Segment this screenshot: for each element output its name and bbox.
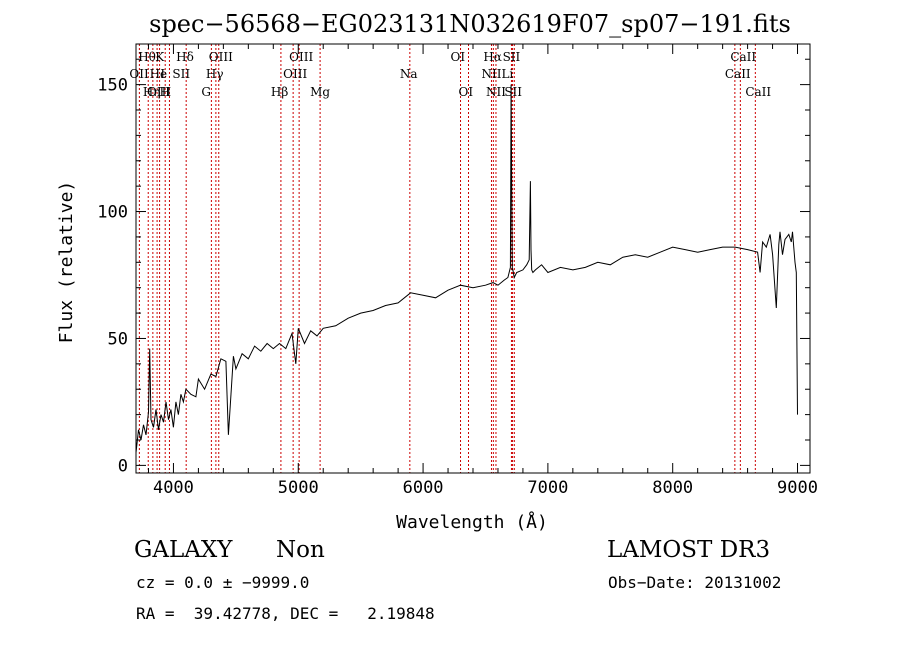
spectral-line-label: OI [451,50,466,64]
x-axis-label: Wavelength (Å) [396,511,548,533]
spectral-line-label: Hδ [176,50,194,64]
spectral-line-label: NII [486,85,506,99]
spectral-line-label: Hη [143,85,161,99]
spectral-line-label: OIII [209,50,233,64]
spectral-line-label: CaII [725,67,751,81]
spectral-line-markers [138,44,756,473]
x-tick-label: 5000 [278,478,319,498]
x-tick-label: 7000 [527,478,568,498]
y-tick-label: 150 [97,76,128,96]
spectral-line-label: Hα [483,50,502,64]
y-tick-label: 100 [97,203,128,223]
spectral-line-label: SII [504,85,522,99]
spectral-line-label: Na [400,67,418,81]
chart-title: spec−56568−EG023131N032619F07_sp07−191.f… [149,10,791,38]
object-class: GALAXY [134,537,233,563]
spectral-line-label: SII [172,67,190,81]
y-axis-label: Flux (relative) [56,181,77,344]
y-tick-label: 0 [118,456,128,476]
axis-ticks: 4000 5000 6000 7000 8000 9000 0 50 100 150 [97,44,818,498]
spectral-line-label: OII [129,67,149,81]
spectral-line-label: Hβ [271,85,288,99]
spectral-line-label: OIII [283,67,307,81]
x-tick-label: 4000 [153,478,194,498]
spectral-line-label: G [201,85,211,99]
x-tick-label: 8000 [652,478,693,498]
survey-name: LAMOST DR3 [607,537,771,563]
spectral-line-label: I [160,67,165,81]
obs-date-line: Obs−Date: 20131002 [608,573,782,592]
spectral-line-label: SII [503,50,521,64]
spectral-line-label: OI [459,85,474,99]
spectral-line-label: Li [501,67,513,81]
plot-frame [135,43,811,474]
spectral-line-label: He [150,67,168,81]
object-subclass: Non [276,537,325,563]
x-tick-label: 9000 [777,478,818,498]
y-tick-label: 50 [108,329,128,349]
spectral-line-label: Hγ [206,67,224,81]
spectral-line-label: CaII [730,50,756,64]
spectral-line-label: CaII [745,85,771,99]
radec-line: RA = 39.42778, DEC = 2.19848 [136,604,435,623]
spectral-line-label: Mg [310,85,330,99]
redshift-line: cz = 0.0 ± −9999.0 [136,573,310,592]
spectral-line-label: OIII [147,85,171,99]
spectral-line-label: NII [481,67,501,81]
spectral-line-label: H [159,85,169,99]
spectrum-series-line [135,84,798,453]
spectral-line-label: K [155,50,165,64]
spectral-line-label: Hθ [138,50,156,64]
spectral-line-label: OIII [289,50,313,64]
x-tick-label: 6000 [403,478,444,498]
